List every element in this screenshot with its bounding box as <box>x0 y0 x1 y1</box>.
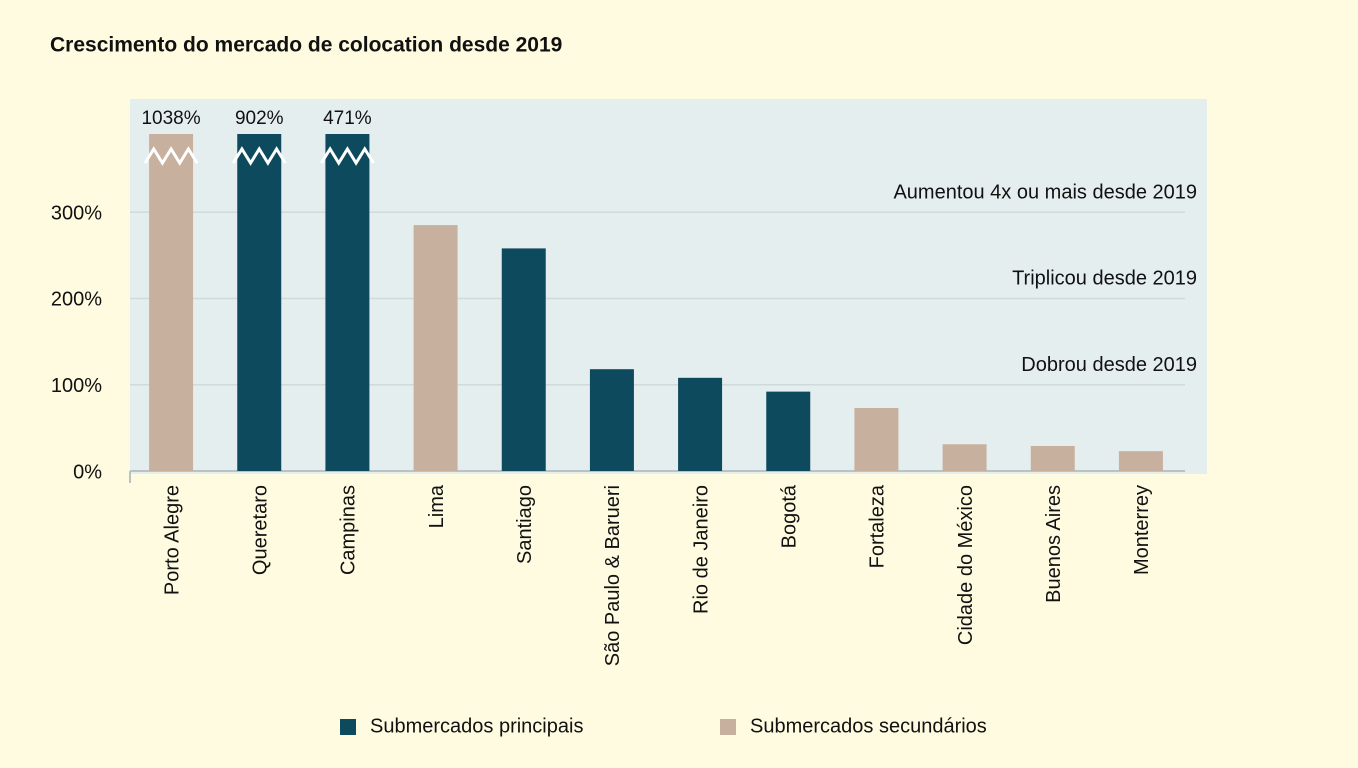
axis-break <box>231 146 287 166</box>
annotation: Triplicou desde 2019 <box>1012 268 1197 290</box>
value-label: 471% <box>323 108 372 129</box>
annotation: Aumentou 4x ou mais desde 2019 <box>893 181 1197 203</box>
bar <box>413 225 458 471</box>
value-label: 902% <box>235 108 284 129</box>
annotation: Dobrou desde 2019 <box>1021 354 1197 376</box>
x-tick-label: Lima <box>426 484 448 528</box>
bar <box>942 444 987 471</box>
value-label: 1038% <box>141 108 200 129</box>
bar <box>766 391 811 471</box>
bar <box>854 408 899 471</box>
x-tick-label: Buenos Aires <box>1043 485 1065 603</box>
legend-label: Submercados secundários <box>750 715 987 737</box>
x-tick-label: São Paulo & Barueri <box>602 485 624 666</box>
x-tick-label: Campinas <box>338 485 360 575</box>
bar <box>1118 451 1163 471</box>
y-tick-label: 300% <box>51 202 102 224</box>
axis-break <box>143 146 199 166</box>
y-tick-label: 200% <box>51 289 102 311</box>
bar <box>1030 445 1075 471</box>
x-tick-label: Cidade do México <box>955 485 977 645</box>
bar <box>237 134 282 471</box>
x-tick-label: Santiago <box>514 485 536 564</box>
x-tick-label: Porto Alegre <box>161 485 183 595</box>
x-tick-label: Rio de Janeiro <box>690 485 712 614</box>
y-tick-label: 100% <box>51 375 102 397</box>
legend-swatch <box>340 719 356 735</box>
plot-area <box>130 99 1207 474</box>
bar <box>501 248 546 471</box>
bar <box>589 369 634 471</box>
legend-swatch <box>720 719 736 735</box>
y-tick-label: 0% <box>73 461 102 483</box>
chart-title: Crescimento do mercado de colocation des… <box>50 34 562 57</box>
x-tick-label: Fortaleza <box>867 484 889 568</box>
bar <box>149 134 194 471</box>
x-tick-label: Bogotá <box>779 484 801 548</box>
legend-label: Submercados principais <box>370 715 583 737</box>
x-tick-label: Queretaro <box>250 485 272 575</box>
bar <box>325 134 370 471</box>
bar <box>678 377 723 471</box>
axis-break <box>320 146 375 166</box>
x-tick-label: Monterrey <box>1131 485 1153 575</box>
